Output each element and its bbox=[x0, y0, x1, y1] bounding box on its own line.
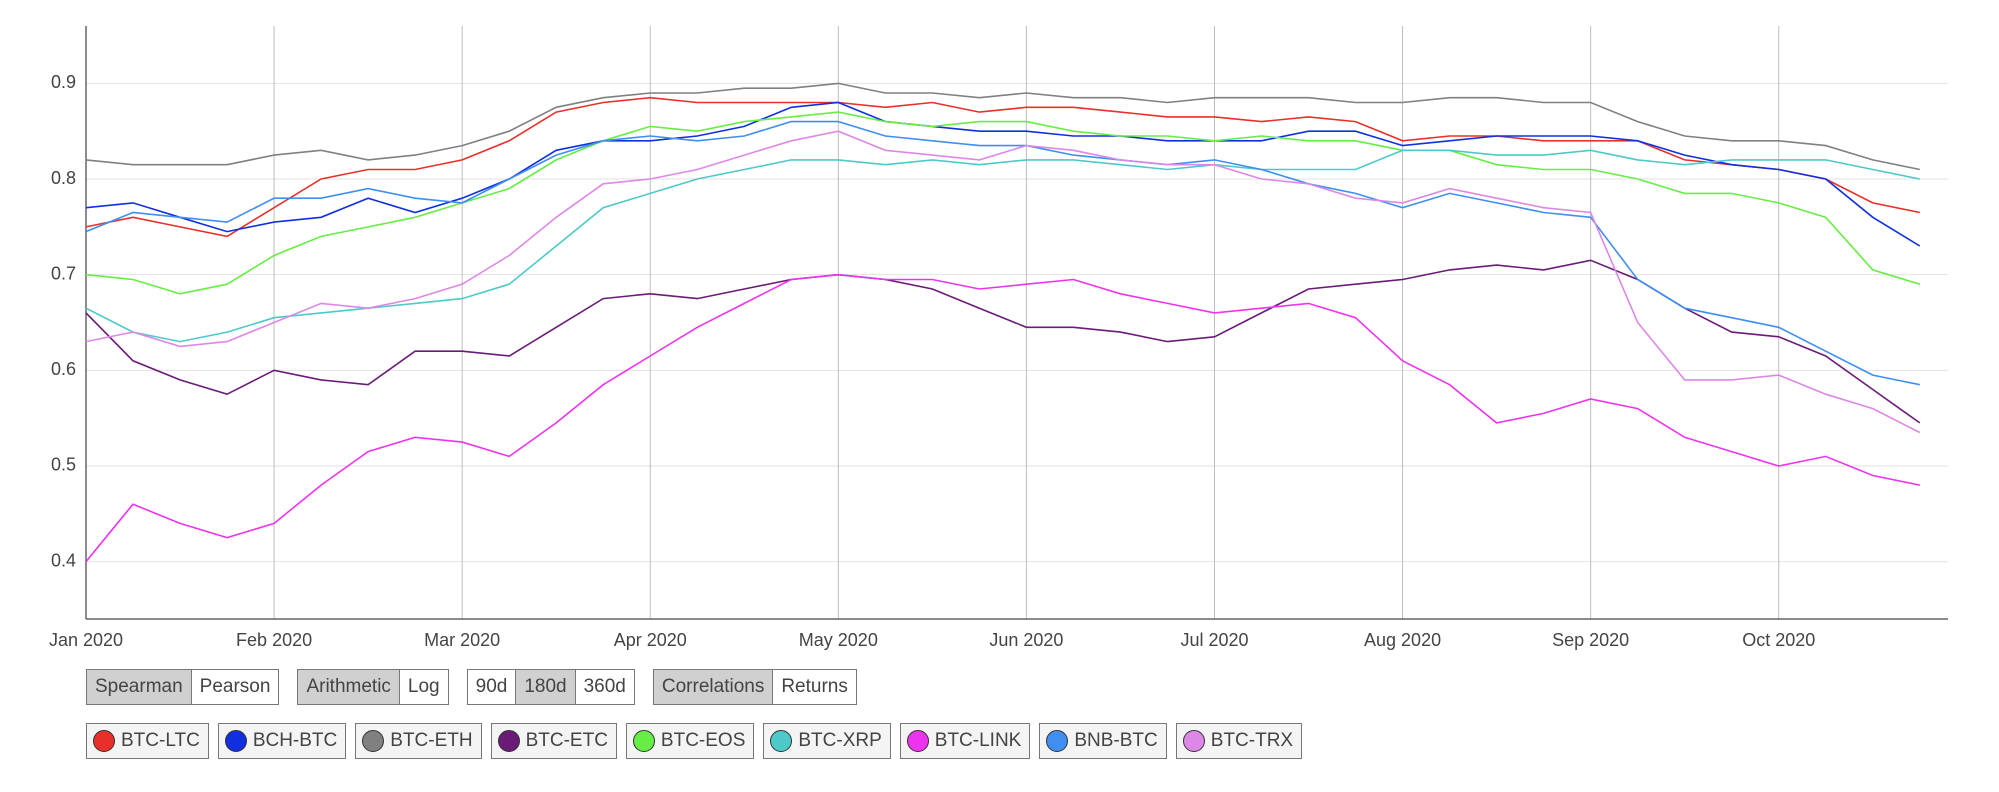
x-tick-label: Jul 2020 bbox=[1180, 630, 1248, 650]
legend-item[interactable]: BCH-BTC bbox=[217, 723, 347, 759]
x-tick-label: Aug 2020 bbox=[1364, 630, 1441, 650]
legend-label: BTC-TRX bbox=[1210, 730, 1294, 751]
legend-item[interactable]: BTC-EOS bbox=[625, 723, 755, 759]
x-tick-label: Mar 2020 bbox=[424, 630, 500, 650]
toggle-group: Spearman Pearson bbox=[86, 669, 280, 705]
legend-swatch bbox=[1046, 730, 1069, 752]
toggle-button[interactable]: 90d bbox=[467, 670, 517, 704]
x-tick-label: Jan 2020 bbox=[49, 630, 123, 650]
series-line bbox=[85, 149, 1920, 343]
series-line bbox=[85, 82, 1920, 171]
y-tick-label: 0.4 bbox=[51, 550, 76, 570]
series-line bbox=[85, 273, 1920, 563]
chart: 0.4 0.5 0.6 0.7 0.8 0.9 Jan 2020 Feb 2020 Mar 20… bbox=[49, 26, 1948, 650]
legend: BTC-LTC BCH-BTC BTC-ETH BTC-ETC BTC-EOS BTC-X… bbox=[86, 723, 1303, 759]
series-line bbox=[85, 111, 1921, 295]
legend-swatch bbox=[224, 730, 247, 752]
x-tick-label: May 2020 bbox=[799, 630, 878, 650]
toggle-button[interactable]: Pearson bbox=[191, 670, 279, 704]
y-tick-label: 0.5 bbox=[51, 455, 76, 475]
series-line bbox=[85, 259, 1921, 424]
legend-item[interactable]: BTC-XRP bbox=[763, 723, 891, 759]
legend-swatch bbox=[93, 730, 115, 752]
series-line bbox=[85, 130, 1921, 434]
legend-item[interactable]: BTC-TRX bbox=[1175, 723, 1303, 759]
y-tick-label: 0.9 bbox=[51, 72, 76, 92]
legend-item[interactable]: BTC-ETC bbox=[490, 723, 617, 759]
toggle-button[interactable]: Arithmetic bbox=[298, 670, 400, 704]
legend-label: BTC-XRP bbox=[798, 730, 882, 751]
legend-swatch bbox=[770, 730, 793, 752]
toggle-button[interactable]: 180d bbox=[516, 670, 576, 704]
legend-label: BNB-BTC bbox=[1074, 730, 1158, 751]
toggle-button[interactable]: Correlations bbox=[653, 670, 774, 704]
x-tick-label: Apr 2020 bbox=[614, 630, 687, 650]
legend-item[interactable]: BTC-ETH bbox=[355, 723, 482, 759]
toggle-group: Correlations Returns bbox=[652, 669, 857, 705]
y-tick-label: 0.8 bbox=[51, 168, 76, 188]
legend-label: BTC-ETH bbox=[390, 730, 473, 751]
toggle-group: 90d 180d 360d bbox=[466, 669, 635, 705]
legend-label: BTC-ETC bbox=[525, 730, 608, 751]
legend-swatch bbox=[497, 730, 520, 752]
toggle-group: Arithmetic Log bbox=[297, 669, 449, 705]
controls: Spearman Pearson Arithmetic Log 90d 180d 360d C… bbox=[86, 669, 857, 705]
x-tick-label: Oct 2020 bbox=[1742, 630, 1815, 650]
toggle-button[interactable]: 360d bbox=[575, 670, 634, 704]
series-line bbox=[85, 101, 1921, 247]
legend-item[interactable]: BNB-BTC bbox=[1039, 723, 1167, 759]
legend-item[interactable]: BTC-LTC bbox=[86, 723, 209, 759]
toggle-button[interactable]: Spearman bbox=[87, 670, 192, 704]
x-tick-label: Sep 2020 bbox=[1552, 630, 1629, 650]
legend-swatch bbox=[1182, 730, 1205, 752]
legend-label: BCH-BTC bbox=[252, 730, 338, 751]
legend-label: BTC-LINK bbox=[934, 730, 1022, 751]
legend-swatch bbox=[362, 730, 385, 752]
legend-item[interactable]: BTC-LINK bbox=[899, 723, 1031, 759]
y-tick-label: 0.6 bbox=[51, 359, 76, 379]
legend-swatch bbox=[632, 730, 655, 752]
toggle-button[interactable]: Returns bbox=[773, 670, 856, 704]
series-line bbox=[85, 96, 1920, 238]
toggle-button[interactable]: Log bbox=[399, 670, 448, 704]
legend-label: BTC-EOS bbox=[660, 730, 746, 751]
x-tick-label: Jun 2020 bbox=[989, 630, 1063, 650]
x-tick-label: Feb 2020 bbox=[236, 630, 312, 650]
legend-swatch bbox=[906, 730, 929, 752]
y-tick-label: 0.7 bbox=[51, 263, 76, 283]
series-line bbox=[85, 120, 1920, 386]
legend-label: BTC-LTC bbox=[121, 730, 200, 751]
